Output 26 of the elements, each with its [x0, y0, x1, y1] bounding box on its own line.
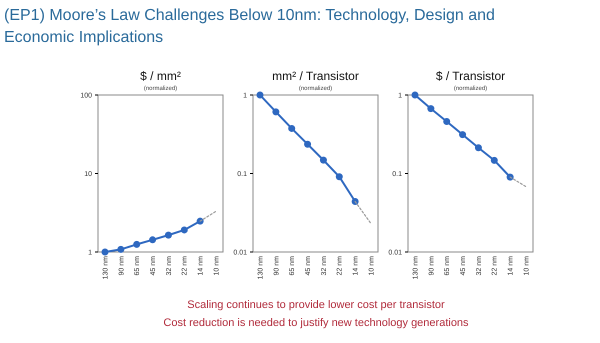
point: [412, 92, 418, 98]
point: [320, 156, 327, 164]
point: [164, 232, 172, 239]
point: [490, 156, 498, 164]
point: [102, 248, 108, 256]
point: [352, 198, 359, 205]
point: [256, 92, 264, 98]
point: [427, 105, 434, 112]
point: [149, 236, 156, 244]
point: [304, 140, 312, 148]
point: [117, 246, 124, 253]
point: [180, 226, 188, 234]
point: [506, 174, 514, 181]
text: Cost reduction is needed to justify new technology generations: [163, 317, 470, 329]
point: [133, 240, 140, 248]
chart-title: mm² / Transistor: [272, 69, 359, 83]
text: Scaling continues to provide lower cost per transistor: [187, 299, 446, 311]
point: [336, 173, 343, 180]
point: [474, 144, 482, 152]
text: (EP1) Moore’s Law Challenges Below 10nm: Technology, Design and Economic Implications: [4, 7, 495, 46]
point: [288, 124, 296, 132]
chart-title: $ / Transistor: [436, 69, 506, 83]
chart-title: $ / mm²: [140, 69, 181, 83]
point: [459, 131, 466, 138]
point: [443, 118, 450, 125]
point: [272, 108, 280, 116]
